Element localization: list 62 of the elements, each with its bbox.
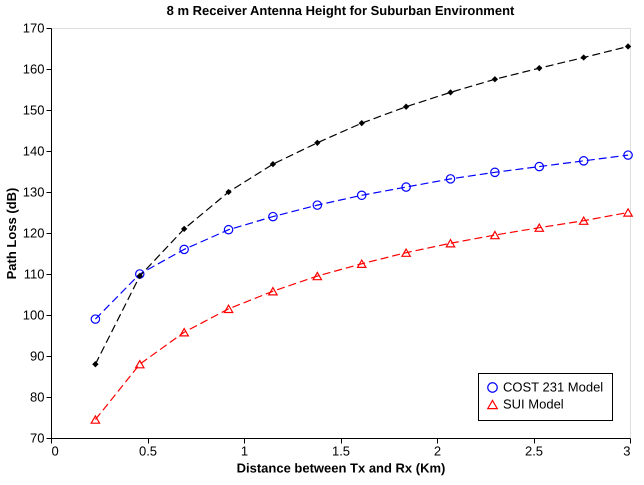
x-tick-label: 3 (623, 444, 630, 458)
y-tick-label: 140 (22, 144, 44, 158)
point (92, 361, 99, 368)
y-tick-label: 100 (22, 308, 44, 322)
x-axis-title: Distance between Tx and Rx (Km) (236, 460, 446, 476)
point (179, 244, 189, 254)
point (536, 65, 542, 72)
point (447, 89, 454, 96)
y-tick-label: 120 (22, 226, 44, 240)
point (624, 43, 632, 50)
point (268, 286, 278, 296)
y-tick-label: 170 (22, 20, 44, 36)
legend-label: COST 231 Model (503, 380, 604, 394)
point (314, 140, 320, 146)
y-tick-label: 160 (22, 62, 44, 76)
y-tick-label: 150 (22, 102, 44, 118)
point (490, 230, 500, 240)
chart-title: 8 m Receiver Antenna Height for Suburban Environment (166, 3, 516, 18)
point (356, 260, 367, 268)
y-tick-label: 130 (22, 184, 44, 200)
x-tick-label: 1 (240, 444, 248, 458)
point (534, 162, 544, 172)
y-axis-title: Path Loss (dB) (4, 188, 19, 280)
x-tick-label: 2 (434, 444, 442, 458)
y-tick-label: 90 (30, 348, 44, 364)
x-tick-label: 2.5 (524, 444, 544, 458)
point (268, 212, 278, 222)
point (490, 168, 500, 178)
point (446, 174, 456, 184)
y-tick-label: 70 (30, 430, 44, 446)
point (90, 314, 100, 324)
point (534, 223, 544, 232)
point (446, 239, 456, 248)
point (578, 216, 588, 225)
point (225, 188, 232, 196)
x-tick-label: 1.5 (332, 444, 350, 458)
point (401, 182, 411, 192)
x-tick-label: 0 (52, 444, 59, 458)
point (181, 226, 188, 232)
point (358, 120, 365, 126)
point (90, 415, 100, 424)
y-tick-label: 80 (30, 390, 44, 404)
point (134, 269, 145, 279)
point (136, 272, 143, 280)
point (312, 272, 322, 280)
point (492, 76, 498, 82)
point (623, 208, 633, 217)
point (312, 200, 322, 210)
point (401, 248, 411, 257)
point (134, 360, 145, 368)
point (356, 190, 367, 200)
point (179, 328, 189, 336)
point (224, 224, 234, 234)
legend-label: SUI Model (503, 396, 564, 412)
point (270, 160, 276, 168)
point (224, 304, 234, 314)
point (402, 104, 410, 110)
point (623, 150, 633, 160)
y-tick-label: 110 (24, 266, 44, 282)
x-tick-label: 0.5 (138, 444, 158, 458)
point (578, 156, 588, 166)
point (580, 54, 587, 61)
